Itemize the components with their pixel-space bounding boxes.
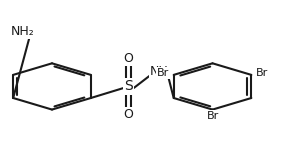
Text: Br: Br <box>206 111 219 121</box>
Text: S: S <box>124 79 133 93</box>
Text: Br: Br <box>157 68 169 78</box>
Text: O: O <box>124 52 133 65</box>
Text: O: O <box>124 108 133 121</box>
Text: NH: NH <box>150 65 168 78</box>
Text: NH₂: NH₂ <box>11 25 35 38</box>
Text: Br: Br <box>256 68 268 78</box>
